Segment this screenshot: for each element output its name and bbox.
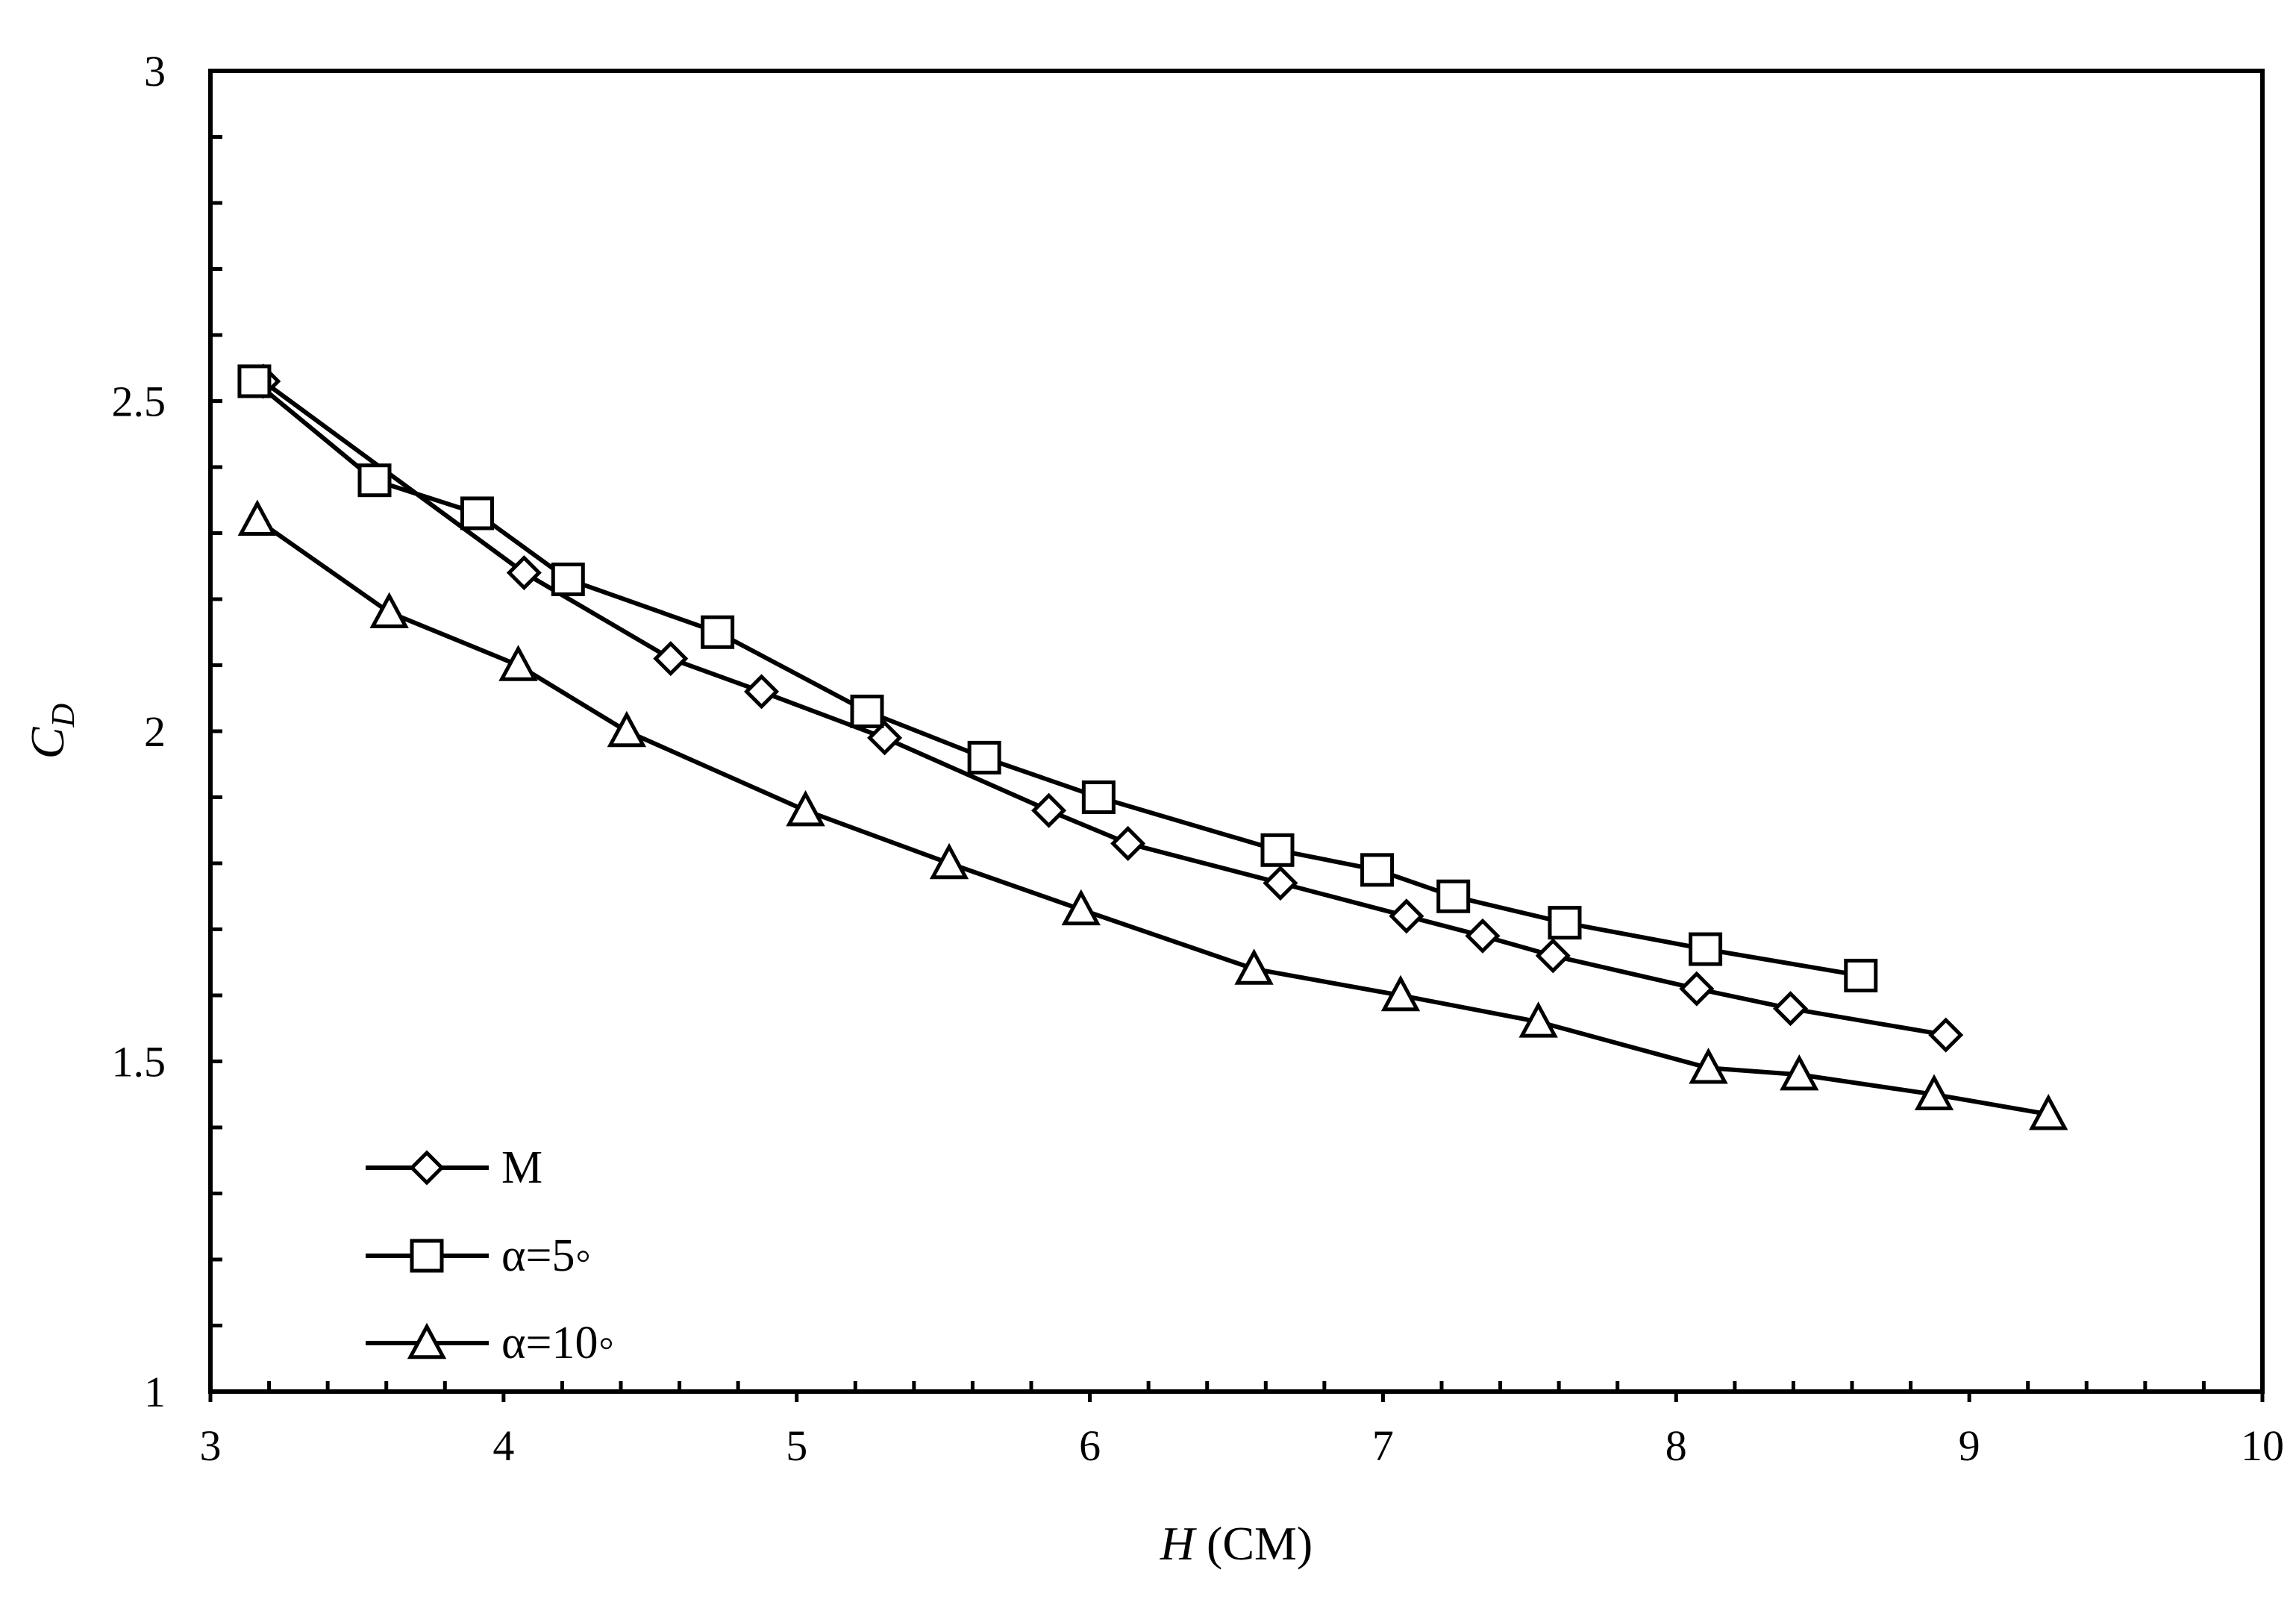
data-point-triangle	[498, 645, 538, 681]
y-axis-title-main: C	[21, 726, 74, 759]
x-tick-label: 3	[200, 1421, 222, 1470]
data-point-square	[1081, 780, 1116, 814]
axis-ticks: 3 4 5 6 7 8 9 10 1 1.5 2 2.5 3	[112, 47, 2285, 1470]
legend-label: M	[501, 1142, 542, 1193]
data-point-square	[701, 615, 735, 649]
x-tick-label: 9	[1959, 1421, 1980, 1470]
data-point-triangle	[1914, 1074, 1954, 1110]
series-line	[256, 518, 2049, 1117]
data-point-triangle	[1518, 1001, 1558, 1038]
y-tick-label: 2.5	[112, 378, 166, 426]
y-tick-label: 1	[144, 1368, 166, 1416]
y-tick-label: 2	[144, 707, 166, 756]
legend-entry: M	[366, 1142, 542, 1193]
data-point-diamond	[744, 674, 780, 710]
data-point-square	[1548, 906, 1582, 940]
data-point-square	[850, 694, 884, 728]
data-point-triangle	[237, 499, 278, 536]
data-point-triangle	[1689, 1048, 1728, 1084]
legend-marker-diamond	[409, 1150, 445, 1186]
data-point-diamond	[1263, 866, 1298, 901]
data-point-diamond	[1389, 898, 1424, 934]
data-point-diamond	[653, 641, 689, 677]
data-point-triangle	[607, 710, 647, 748]
data-point-square	[967, 740, 1001, 775]
svg-text:CD: CD	[21, 704, 81, 760]
data-point-triangle	[929, 842, 969, 880]
data-point-triangle	[369, 592, 409, 628]
data-point-triangle	[1380, 974, 1421, 1012]
legend-marker-triangle	[407, 1322, 447, 1359]
legend-entry: α=10◦	[366, 1318, 614, 1368]
data-point-square	[551, 562, 585, 596]
y-axis-title-subscript: D	[45, 704, 81, 728]
data-point-square	[1360, 853, 1395, 887]
data-point-square	[237, 364, 272, 398]
x-tick-label: 7	[1372, 1421, 1394, 1470]
x-tick-label: 5	[786, 1421, 807, 1470]
series-line	[261, 379, 1947, 1038]
data-point-triangle	[1780, 1054, 1819, 1091]
x-tick-label: 10	[2241, 1421, 2284, 1470]
data-point-triangle	[786, 789, 825, 827]
data-point-square	[357, 463, 392, 498]
legend-marker-square	[410, 1239, 444, 1273]
data-point-diamond	[1928, 1017, 1964, 1053]
x-axis-title: H (CM)	[1160, 1517, 1313, 1570]
data-point-diamond	[1110, 825, 1146, 861]
legend-entry: α=5◦	[366, 1230, 591, 1281]
data-point-square	[1260, 833, 1295, 867]
data-point-triangle	[1061, 889, 1101, 926]
legend: Mα=5◦ α=10◦	[366, 1142, 614, 1368]
data-point-diamond	[1031, 792, 1067, 828]
series-layer	[237, 363, 2068, 1130]
y-tick-label: 3	[144, 47, 166, 96]
x-axis-title-unit: (CM)	[1195, 1517, 1313, 1570]
x-tick-label: 4	[492, 1421, 514, 1470]
x-tick-label: 6	[1079, 1421, 1101, 1470]
legend-label: α=10◦	[501, 1318, 614, 1368]
data-point-square	[1844, 958, 1878, 992]
data-point-diamond	[1535, 938, 1571, 974]
data-point-triangle	[2029, 1094, 2068, 1130]
x-tick-label: 8	[1665, 1421, 1687, 1470]
data-point-diamond	[1772, 991, 1809, 1027]
y-tick-label: 1.5	[112, 1038, 166, 1086]
series-square	[237, 364, 1878, 992]
x-axis-title-variable: H	[1160, 1517, 1198, 1570]
data-point-diamond	[867, 720, 903, 756]
series-triangle	[237, 499, 2068, 1130]
y-axis-title: CD	[21, 704, 81, 760]
data-point-diamond	[1679, 971, 1715, 1007]
data-point-diamond	[506, 555, 542, 591]
data-point-square	[460, 496, 494, 531]
data-point-square	[1689, 932, 1723, 966]
data-point-square	[1436, 879, 1471, 913]
series-diamond	[245, 363, 1964, 1053]
legend-label: α=5◦	[501, 1230, 591, 1281]
data-point-diamond	[1465, 918, 1501, 954]
data-point-triangle	[1234, 948, 1274, 985]
